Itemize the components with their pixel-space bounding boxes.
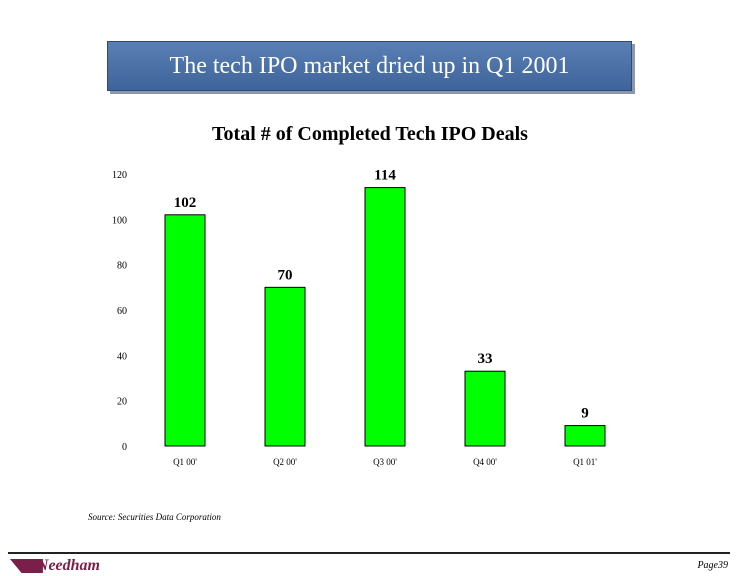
x-tick-label: Q3 00' bbox=[373, 457, 397, 467]
x-tick-label: Q2 00' bbox=[273, 457, 297, 467]
data-label: 114 bbox=[374, 168, 396, 184]
y-tick-label: 0 bbox=[122, 442, 127, 453]
y-tick-label: 40 bbox=[117, 351, 127, 362]
page-number: Page39 bbox=[697, 560, 728, 571]
chart-title: Total # of Completed Tech IPO Deals bbox=[212, 123, 528, 145]
logo-mark-icon bbox=[10, 559, 43, 573]
x-tick-label: Q4 00' bbox=[473, 457, 497, 467]
y-tick-label: 120 bbox=[112, 170, 127, 181]
x-tick-label: Q1 01' bbox=[573, 457, 597, 467]
bar bbox=[264, 286, 306, 447]
data-label: 70 bbox=[278, 267, 293, 283]
logo-text: Needham bbox=[36, 557, 100, 574]
y-tick-label: 20 bbox=[117, 397, 127, 408]
source-note: Source: Securities Data Corporation bbox=[88, 512, 221, 522]
bar bbox=[464, 370, 506, 447]
data-label: 102 bbox=[174, 195, 197, 211]
data-label: 9 bbox=[581, 406, 589, 422]
needham-logo: Needham bbox=[10, 558, 100, 574]
y-tick-label: 100 bbox=[112, 215, 127, 226]
bar bbox=[164, 214, 206, 447]
data-label: 33 bbox=[478, 351, 493, 367]
bar bbox=[564, 425, 606, 447]
y-tick-label: 60 bbox=[117, 306, 127, 317]
x-tick-label: Q1 00' bbox=[173, 457, 197, 467]
y-tick-label: 80 bbox=[117, 261, 127, 272]
footer-divider bbox=[8, 552, 730, 554]
bar bbox=[364, 187, 406, 447]
title-banner: The tech IPO market dried up in Q1 2001 bbox=[107, 41, 632, 91]
page-title: The tech IPO market dried up in Q1 2001 bbox=[169, 52, 570, 79]
